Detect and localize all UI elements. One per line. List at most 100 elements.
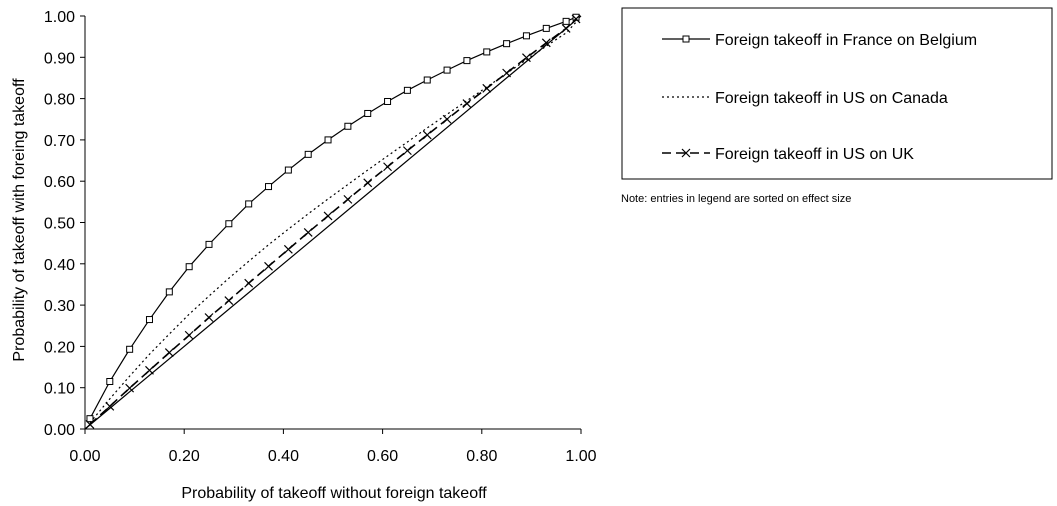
data-point-square (205, 240, 213, 248)
data-point-x-stroke (422, 130, 432, 140)
data-point-x (422, 130, 432, 140)
data-point-square (185, 263, 193, 271)
data-point-x (264, 261, 273, 271)
data-point-x-stroke (442, 114, 452, 124)
data-point-square (245, 200, 253, 208)
data-point-square (364, 109, 372, 117)
y-tick-label: 0.20 (44, 339, 75, 356)
data-point-x-stroke (343, 194, 353, 204)
data-point-x (244, 278, 254, 288)
y-axis-title: Probability of takeoff with foreing take… (11, 78, 28, 362)
data-point-square (86, 415, 94, 423)
data-point-x (482, 83, 492, 93)
data-point-square (284, 166, 292, 174)
data-point-square (225, 220, 233, 228)
x-tick-label: 0.60 (367, 448, 398, 465)
data-point-x-stroke (125, 383, 135, 393)
series-2 (89, 21, 577, 424)
data-point-x (561, 23, 571, 33)
y-tick-label: 1.00 (44, 9, 75, 26)
data-point-x (541, 38, 551, 48)
data-point-x-stroke (363, 178, 373, 188)
y-tick-label: 0.00 (44, 422, 75, 439)
legend-entry-1: Foreign takeoff in France on Belgium (662, 32, 977, 49)
data-point-x (303, 227, 313, 237)
data-point-square (483, 48, 491, 56)
data-point-x-stroke (204, 313, 214, 322)
data-point-square (126, 345, 134, 353)
data-point-square (403, 86, 411, 94)
data-point-square (304, 150, 312, 158)
reference-diagonal-line (84, 15, 582, 430)
data-point-square (463, 57, 471, 65)
legend-box (621, 7, 1053, 180)
data-point-x-stroke (164, 348, 174, 358)
y-tick-label: 0.50 (44, 216, 75, 233)
legend-label: Foreign takeoff in France on Belgium (715, 32, 977, 49)
data-point-x (125, 383, 135, 393)
data-point-x-stroke (85, 420, 95, 429)
data-point-square (572, 13, 580, 21)
data-point-square (682, 35, 690, 43)
x-tick-label: 0.00 (69, 448, 100, 465)
legend-note: Note: entries in legend are sorted on ef… (621, 193, 851, 205)
y-tick-label: 0.10 (44, 381, 75, 398)
data-point-x-stroke (323, 211, 333, 221)
data-point-square (344, 122, 352, 130)
x-tick-label: 1.00 (565, 448, 596, 465)
x-tick-label: 0.20 (169, 448, 200, 465)
data-point-square (562, 17, 570, 25)
data-point-x (462, 99, 472, 108)
data-point-square (503, 40, 511, 48)
data-point-square (324, 136, 332, 144)
series-line (89, 18, 577, 426)
data-point-square (423, 76, 431, 84)
x-tick-label: 0.40 (268, 448, 299, 465)
data-point-x (105, 401, 115, 411)
data-point-x-stroke (561, 23, 571, 33)
data-point-x-stroke (522, 53, 531, 63)
series-line (89, 21, 577, 424)
data-point-x (442, 114, 452, 124)
series-layer (84, 13, 582, 430)
data-point-x-stroke (462, 99, 472, 108)
data-point-x-stroke (303, 227, 313, 237)
data-point-x (571, 14, 581, 24)
data-point-x (164, 348, 174, 358)
data-point-x (343, 194, 353, 204)
y-tick-label: 0.60 (44, 174, 75, 191)
data-point-x-stroke (482, 83, 492, 93)
data-point-x-stroke (571, 14, 581, 24)
legend: Foreign takeoff in France on Belgium Fore… (621, 7, 1053, 180)
data-point-x-stroke (681, 148, 691, 158)
y-tick-label: 0.70 (44, 133, 75, 150)
data-point-x (85, 420, 95, 429)
data-point-x-stroke (264, 261, 273, 271)
data-point-x-stroke (145, 365, 154, 375)
data-point-x (681, 148, 691, 158)
data-point-x (502, 68, 512, 78)
data-point-square (443, 66, 451, 74)
data-point-x (145, 365, 154, 375)
data-point-x-stroke (244, 278, 254, 288)
legend-label: Foreign takeoff in US on Canada (715, 90, 948, 107)
data-point-x-stroke (184, 330, 194, 340)
data-point-x (363, 178, 373, 188)
y-tick-label: 0.80 (44, 92, 75, 109)
data-point-x (522, 53, 531, 63)
legend-entry-2: Foreign takeoff in US on Canada (662, 90, 948, 107)
data-point-x-stroke (502, 68, 512, 78)
y-tick-label: 0.90 (44, 50, 75, 67)
data-point-square (145, 316, 153, 324)
y-tick-label: 0.40 (44, 257, 75, 274)
series-1 (86, 13, 580, 423)
legend-entry-3: Foreign takeoff in US on UK (662, 146, 914, 163)
data-point-square (384, 97, 392, 105)
data-point-x-stroke (383, 162, 392, 172)
data-point-x (323, 211, 333, 221)
data-point-square (542, 24, 550, 32)
data-point-x-stroke (105, 401, 115, 411)
data-point-x (204, 313, 214, 322)
data-point-x (383, 162, 392, 172)
